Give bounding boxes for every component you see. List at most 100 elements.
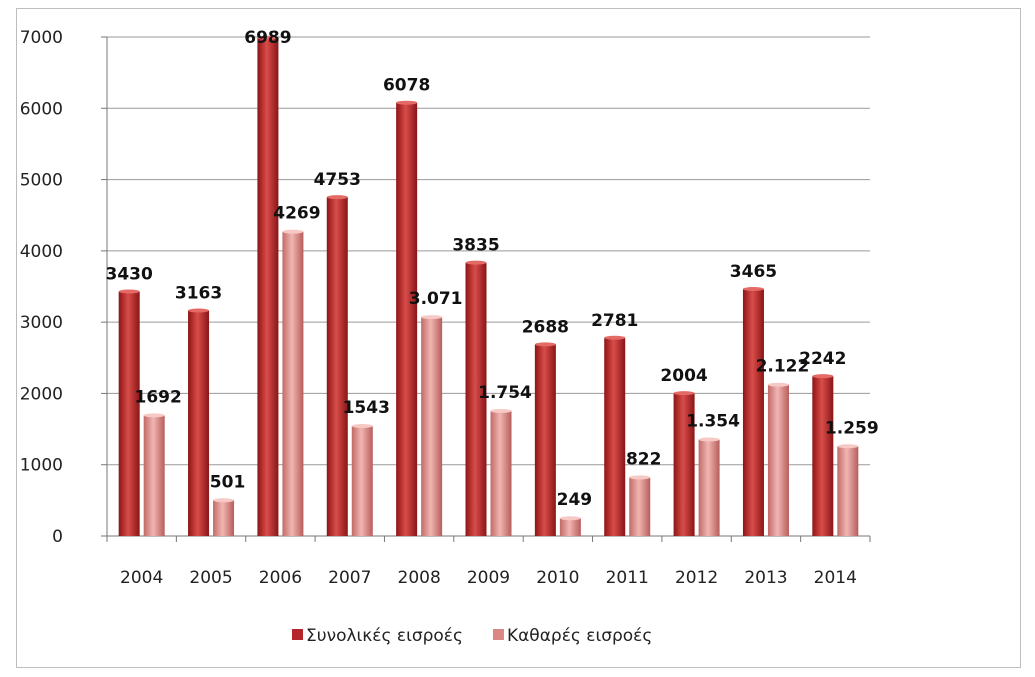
bar-cap xyxy=(257,35,279,40)
bar-net xyxy=(213,498,235,536)
x-tick-label: 2010 xyxy=(536,568,579,588)
bar-cap xyxy=(629,475,651,480)
bar-body xyxy=(534,344,556,536)
bar-body xyxy=(629,477,651,536)
bar-total xyxy=(534,342,556,536)
data-label: 1.754 xyxy=(478,383,532,403)
bar-cap xyxy=(534,342,556,347)
bar-net xyxy=(351,424,373,536)
x-tick-label: 2011 xyxy=(606,568,649,588)
bar-body xyxy=(673,393,695,536)
data-label: 2242 xyxy=(799,349,846,369)
bar-cap xyxy=(213,498,235,503)
bar-net xyxy=(629,475,651,536)
legend-swatch xyxy=(292,629,303,640)
bar-body xyxy=(465,262,487,536)
bar-total xyxy=(396,100,418,536)
chart-frame xyxy=(16,8,1021,668)
bar-body xyxy=(257,37,279,536)
data-label: 2688 xyxy=(522,317,569,337)
bar-body xyxy=(118,291,140,536)
y-tick-label: 4000 xyxy=(20,242,63,262)
legend-label: Συνολικές εισροές xyxy=(306,626,463,646)
x-tick-label: 2005 xyxy=(189,568,232,588)
x-tick-label: 2012 xyxy=(675,568,718,588)
bar-cap xyxy=(490,408,512,413)
bar-total xyxy=(188,308,210,536)
bar-total xyxy=(465,260,487,536)
bar-cap xyxy=(118,289,140,294)
bar-cap xyxy=(396,100,418,105)
bar-cap xyxy=(837,444,859,449)
x-tick-label: 2009 xyxy=(467,568,510,588)
data-label: 3430 xyxy=(106,264,153,284)
bar-body xyxy=(188,310,210,536)
y-axis: 0 1000 2000 3000 4000 5000 6000 7000 xyxy=(20,28,108,547)
bar-body xyxy=(812,376,834,536)
bar-cap xyxy=(421,315,443,320)
bar-net xyxy=(837,444,859,536)
gridlines xyxy=(107,36,870,466)
y-tick-label: 1000 xyxy=(20,456,63,476)
bar-total xyxy=(812,374,834,536)
legend-item: Καθαρές εισροές xyxy=(492,626,652,646)
data-label: 4753 xyxy=(314,170,361,190)
bar-body xyxy=(490,410,512,536)
bar-body xyxy=(326,197,348,536)
y-tick-label: 5000 xyxy=(20,171,63,191)
data-labels: 3430 3163 6989 4753 6078 3835 2688 2781 2004 3465… xyxy=(106,28,879,510)
bar-body xyxy=(282,231,304,537)
bar-net xyxy=(490,408,512,536)
bar-total xyxy=(257,35,279,536)
bar-net xyxy=(698,437,720,536)
y-tick-label: 6000 xyxy=(20,99,63,119)
data-label: 1692 xyxy=(135,387,182,407)
bar-body xyxy=(396,102,418,536)
x-axis: 2004 2005 2006 2007 2008 2009 2010 2011 2012 2013… xyxy=(106,535,871,588)
bar-body xyxy=(143,415,165,536)
data-label: 2781 xyxy=(591,311,638,331)
bar-body xyxy=(767,384,789,536)
x-tick-label: 2013 xyxy=(744,568,787,588)
data-label: 2.122 xyxy=(756,357,810,377)
data-label: 3.071 xyxy=(409,289,463,309)
bar-cap xyxy=(698,437,720,442)
legend-swatch xyxy=(492,629,504,640)
bar-body xyxy=(421,317,443,536)
x-tick-label: 2007 xyxy=(328,568,371,588)
bar-cap xyxy=(188,308,210,313)
bar-cap xyxy=(767,382,789,387)
bar-body xyxy=(559,518,581,536)
data-label: 1.259 xyxy=(825,418,879,438)
bar-total xyxy=(742,286,764,536)
bar-net xyxy=(559,516,581,536)
bar-body xyxy=(213,500,235,536)
y-tick-label: 2000 xyxy=(20,384,63,404)
y-tick-label: 7000 xyxy=(20,28,63,48)
bar-total xyxy=(118,289,140,536)
data-label: 3465 xyxy=(730,262,777,282)
data-label: 1.354 xyxy=(686,411,740,431)
legend: Συνολικές εισροές Καθαρές εισροές xyxy=(292,626,652,646)
data-label: 3835 xyxy=(452,236,499,256)
bar-cap xyxy=(465,260,487,265)
bar-body xyxy=(351,426,373,536)
bar-net xyxy=(282,229,304,537)
legend-label: Καθαρές εισροές xyxy=(507,626,652,646)
bar-body xyxy=(604,337,626,536)
bar-body xyxy=(698,439,720,536)
data-label: 822 xyxy=(626,449,662,469)
data-label: 501 xyxy=(210,472,246,492)
bar-net xyxy=(143,413,165,536)
bar-cap xyxy=(604,335,626,340)
data-label: 6078 xyxy=(383,76,430,96)
bar-cap xyxy=(742,286,764,291)
bar-body xyxy=(742,288,764,536)
bar-cap xyxy=(282,229,304,234)
y-tick-label: 3000 xyxy=(20,313,63,333)
bar-net xyxy=(767,382,789,536)
x-tick-label: 2008 xyxy=(398,568,441,588)
bar-cap xyxy=(351,424,373,429)
legend-item: Συνολικές εισροές xyxy=(292,626,463,646)
